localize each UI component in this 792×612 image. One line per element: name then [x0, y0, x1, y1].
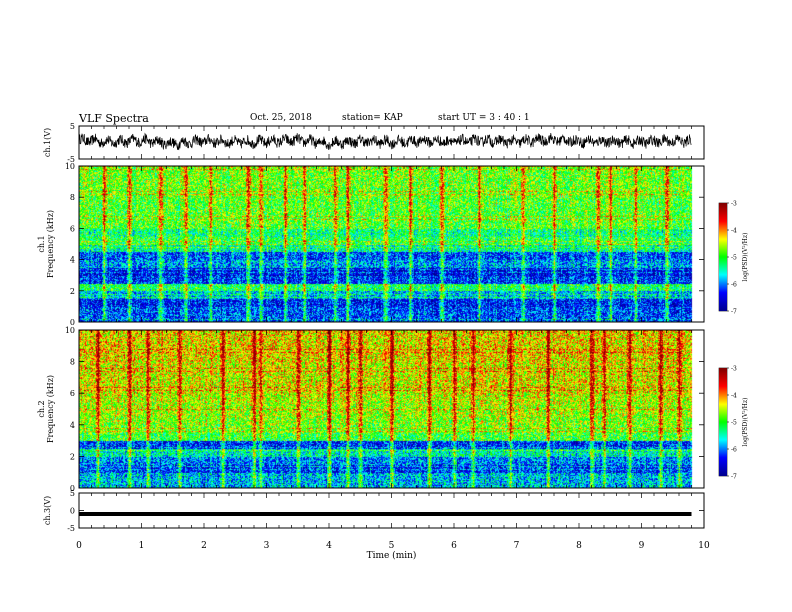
ch1-spectrogram-colorbar-label: log(PSD)(V²/Hz) [742, 233, 749, 282]
ch2-spectrogram-colorbar-tick-label: -5 [731, 420, 737, 427]
ch1-colorbar [719, 203, 727, 311]
ch2-spectrogram-colorbar-tick-label: -6 [731, 447, 737, 454]
ch1-spectrogram-ytick-label: 4 [70, 256, 75, 265]
ch1-waveform-ylabel: ch.1(V) [43, 128, 52, 157]
ch1-waveform-line [78, 132, 692, 151]
x-tick-label: 5 [389, 541, 395, 551]
ch1-spectrogram-ytick-label: 8 [70, 193, 75, 202]
x-tick-label: 0 [76, 541, 82, 551]
ch1-spectrogram-ylabel-freq: Frequency (kHz) [46, 210, 55, 278]
x-tick-label: 2 [201, 541, 207, 551]
x-tick-label: 8 [576, 541, 582, 551]
ch1-spectrogram-colorbar-tick-label: -5 [731, 255, 737, 262]
ch3-waveform-frame [78, 492, 705, 529]
x-axis-label: Time (min) [367, 550, 417, 561]
ch2-spectrogram-ytick-label: 4 [70, 421, 75, 430]
ch1-waveform-panel: 5 -5 ch.1(V) [43, 122, 705, 164]
ch3-waveform-ytick-label: 5 [70, 489, 75, 498]
x-tick-label: 7 [514, 541, 520, 551]
ch1-spectrogram-ytick-label: 2 [70, 287, 75, 296]
ch2-spectrogram-ytick-label: 10 [65, 326, 75, 335]
x-tick-label: 3 [264, 541, 270, 551]
ch2-spectrogram-ytick-label: 8 [70, 358, 75, 367]
ch2-spectrogram-ylabel-freq: Frequency (kHz) [46, 375, 55, 443]
ch1-spectrogram-ylabel-channel: ch.1 [37, 235, 46, 252]
ch2-spectrogram-colorbar-tick-label: -4 [731, 393, 737, 400]
ch1-spectrogram-colorbar-tick-label: -3 [731, 201, 737, 208]
ch2-spectrogram-ytick-label: 0 [70, 484, 75, 493]
ch3-waveform-ytick-label: 0 [70, 507, 75, 516]
ch1-spectrogram-ytick-label: 6 [70, 224, 75, 233]
chart-title: VLF Spectra [79, 112, 149, 125]
ch1-spectrogram-panel: 0 2 4 6 8 10 ch.1 Frequency (kHz) -3 -4 -5 -6 -7 log(… [37, 162, 749, 327]
ch2-spectrogram-heatmap [79, 330, 704, 488]
ch3-waveform-ytick-label: -5 [67, 524, 75, 533]
ch2-spectrogram-ylabel-channel: ch.2 [37, 400, 46, 417]
ch1-spectrogram-colorbar-tick-label: -7 [731, 309, 737, 316]
x-tick-label: 1 [139, 541, 145, 551]
ch2-spectrogram-ytick-label: 2 [70, 452, 75, 461]
x-tick-label: 10 [698, 541, 710, 551]
header-date: Oct. 25, 2018 [250, 113, 312, 123]
ch1-spectrogram-ytick-label: 10 [65, 162, 75, 171]
ch3-waveform-panel: 5 0 -5 ch.3(V) [43, 489, 705, 533]
x-tick-label: 6 [451, 541, 457, 551]
ch2-colorbar [719, 368, 727, 476]
ch1-spectrogram-colorbar-tick-label: -6 [731, 282, 737, 289]
ch1-waveform-ytick-label: 5 [70, 122, 75, 131]
time-axis: 0 1 2 3 4 5 6 7 8 9 10 Time (min) [76, 541, 710, 561]
ch2-spectrogram-ytick-label: 6 [70, 389, 75, 398]
ch1-spectrogram-heatmap [79, 166, 704, 322]
ch1-spectrogram-colorbar-tick-label: -4 [731, 228, 737, 235]
header-station: station= KAP [342, 113, 403, 123]
header-start-ut: start UT = 3 : 40 : 1 [438, 113, 530, 123]
ch3-waveform-ylabel: ch.3(V) [43, 496, 52, 525]
ch2-spectrogram-colorbar-label: log(PSD)(V²/Hz) [742, 398, 749, 447]
ch2-spectrogram-panel: 0 2 4 6 8 10 ch.2 Frequency (kHz) -3 -4 -5 -6 -7 log(… [37, 326, 749, 493]
ch2-spectrogram-colorbar-tick-label: -3 [731, 366, 737, 373]
ch2-spectrogram-colorbar-tick-label: -7 [731, 474, 737, 481]
ch1-spectrogram-ytick-label: 0 [70, 318, 75, 327]
x-tick-label: 9 [639, 541, 645, 551]
ch1-waveform-ytick-label: -5 [67, 155, 75, 164]
x-tick-label: 4 [326, 541, 332, 551]
